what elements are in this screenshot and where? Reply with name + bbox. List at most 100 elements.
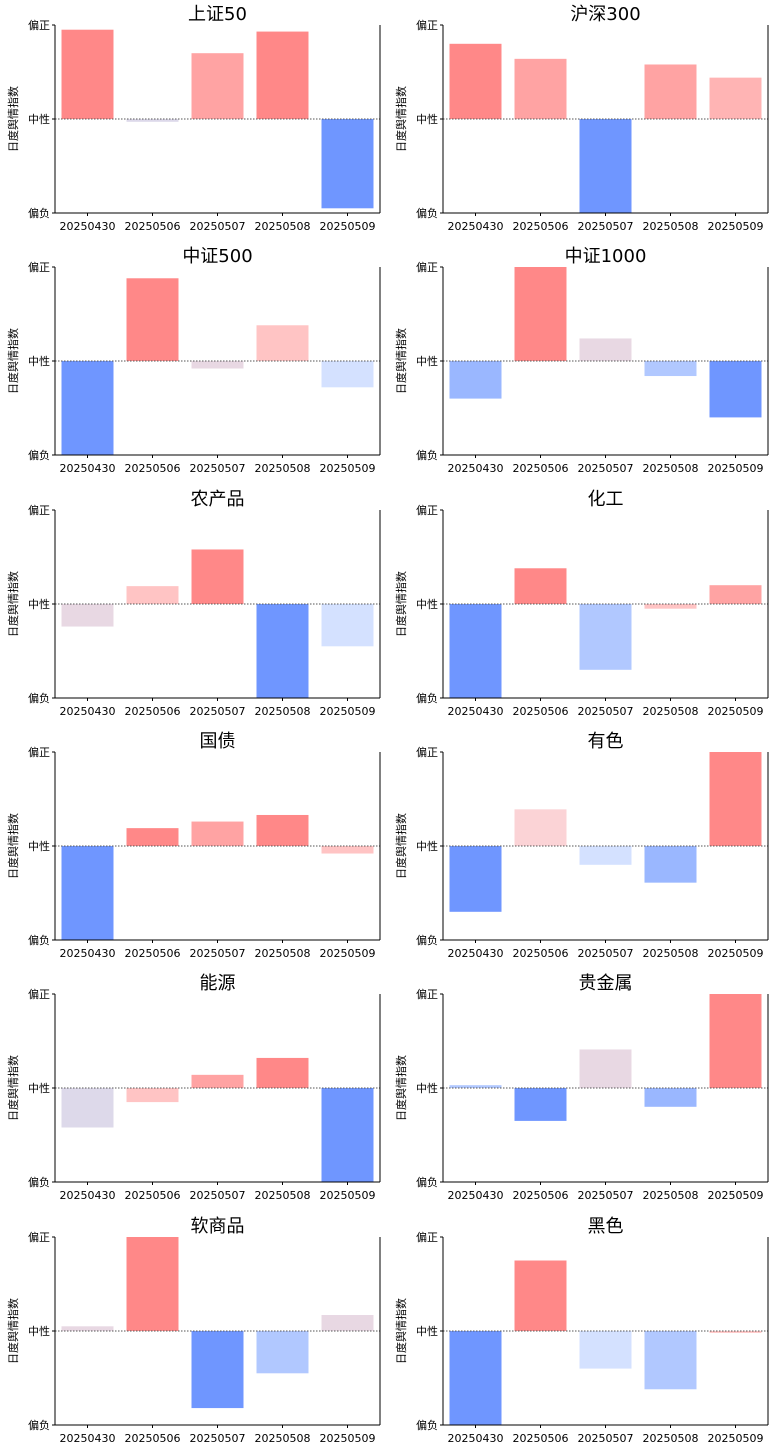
- x-tick-label: 20250509: [320, 1189, 376, 1202]
- y-tick-label: 偏正: [416, 745, 438, 759]
- bar-20250430: [449, 1330, 502, 1425]
- y-tick-label: 中性: [28, 1324, 50, 1338]
- bar-20250509: [321, 1314, 374, 1331]
- x-tick-label: 20250506: [125, 947, 181, 960]
- x-tick-label: 20250506: [125, 220, 181, 233]
- bar-20250506: [126, 585, 179, 604]
- chart-panel: 中证1000 20250430 20250506 20250507 20250508 20…: [388, 242, 775, 484]
- x-tick-label: 20250508: [643, 220, 699, 233]
- bar-20250508: [644, 603, 697, 609]
- y-tick-label: 偏负: [416, 1175, 438, 1189]
- bar-20250509: [321, 845, 374, 854]
- x-tick-label: 20250506: [125, 1189, 181, 1202]
- y-tick-label: 中性: [416, 597, 438, 611]
- chart-panel: 农产品 20250430 20250506 20250507 20250508 20250…: [0, 485, 387, 727]
- bar-20250506: [126, 278, 179, 362]
- bar-20250507: [191, 821, 244, 846]
- bar-20250506: [514, 58, 567, 119]
- x-tick-label: 20250508: [643, 705, 699, 718]
- x-tick-label: 20250430: [60, 705, 116, 718]
- bar-20250508: [644, 361, 697, 377]
- bar-20250506: [126, 1236, 179, 1331]
- bar-20250507: [191, 361, 244, 369]
- x-tick-label: 20250509: [708, 462, 764, 475]
- chart-svg: 中证1000 20250430 20250506 20250507 20250508 20…: [394, 246, 769, 475]
- y-tick-label: 偏正: [28, 745, 50, 759]
- y-axis-label: 日度舆情指数: [6, 328, 20, 394]
- y-tick-label: 中性: [28, 839, 50, 853]
- chart-title: 上证50: [188, 4, 247, 25]
- bar-20250430: [61, 29, 114, 120]
- bar-20250506: [514, 567, 567, 604]
- x-tick-label: 20250508: [255, 462, 311, 475]
- x-tick-label: 20250507: [190, 220, 246, 233]
- y-tick-label: 偏正: [416, 987, 438, 1001]
- chart-panel: 贵金属 20250430 20250506 20250507 20250508 20250…: [388, 969, 775, 1211]
- chart-title: 国债: [200, 731, 236, 752]
- bar-20250430: [449, 1085, 502, 1089]
- bar-20250509: [709, 361, 762, 418]
- bar-20250508: [256, 814, 309, 846]
- chart-title: 黑色: [588, 1216, 624, 1237]
- bar-20250508: [644, 1330, 697, 1389]
- bar-20250508: [644, 845, 697, 883]
- bar-20250430: [61, 1325, 114, 1331]
- x-tick-label: 20250507: [578, 1189, 634, 1202]
- y-tick-label: 偏正: [28, 1230, 50, 1244]
- chart-svg: 软商品 20250430 20250506 20250507 20250508 20250…: [6, 1216, 381, 1445]
- y-tick-label: 偏负: [28, 1175, 50, 1189]
- chart-title: 能源: [200, 973, 236, 994]
- x-tick-label: 20250509: [708, 1189, 764, 1202]
- chart-svg: 化工 20250430 20250506 20250507 20250508 202505…: [394, 489, 769, 718]
- bar-20250508: [256, 325, 309, 362]
- bar-20250509: [709, 994, 762, 1089]
- x-tick-label: 20250507: [190, 705, 246, 718]
- bar-20250508: [644, 1088, 697, 1107]
- bar-20250506: [514, 1260, 567, 1331]
- x-tick-label: 20250509: [320, 220, 376, 233]
- bar-20250507: [579, 1330, 632, 1369]
- y-axis-label: 日度舆情指数: [394, 328, 408, 394]
- y-tick-label: 偏负: [28, 933, 50, 947]
- y-axis-label: 日度舆情指数: [6, 571, 20, 637]
- y-axis-label: 日度舆情指数: [6, 813, 20, 879]
- chart-title: 农产品: [191, 489, 245, 510]
- chart-panel: 沪深300 20250430 20250506 20250507 20250508 202…: [388, 0, 775, 242]
- chart-title: 中证1000: [565, 246, 647, 267]
- x-tick-label: 20250508: [255, 1189, 311, 1202]
- x-tick-label: 20250509: [320, 705, 376, 718]
- x-tick-label: 20250508: [643, 462, 699, 475]
- y-tick-label: 偏负: [28, 206, 50, 220]
- bar-20250430: [61, 361, 114, 456]
- bar-20250506: [514, 809, 567, 846]
- chart-title: 有色: [588, 731, 624, 752]
- y-tick-label: 偏负: [416, 691, 438, 705]
- bar-20250508: [256, 603, 309, 698]
- chart-panel: 有色 20250430 20250506 20250507 20250508 202505…: [388, 727, 775, 969]
- bar-20250430: [449, 361, 502, 399]
- chart-title: 中证500: [182, 246, 252, 267]
- x-tick-label: 20250506: [513, 1189, 569, 1202]
- y-tick-label: 中性: [28, 354, 50, 368]
- y-axis-label: 日度舆情指数: [394, 813, 408, 879]
- x-tick-label: 20250430: [448, 1189, 504, 1202]
- y-tick-label: 偏正: [28, 18, 50, 32]
- bar-20250509: [709, 1330, 762, 1333]
- y-axis-label: 日度舆情指数: [394, 1055, 408, 1121]
- y-tick-label: 偏负: [416, 933, 438, 947]
- x-tick-label: 20250506: [513, 220, 569, 233]
- x-tick-label: 20250509: [708, 1432, 764, 1445]
- chart-svg: 上证50 20250430 20250506 20250507 20250508 2025…: [6, 4, 381, 233]
- y-tick-label: 偏负: [28, 1418, 50, 1432]
- y-tick-label: 中性: [28, 1081, 50, 1095]
- x-tick-label: 20250508: [255, 947, 311, 960]
- y-tick-label: 偏正: [416, 503, 438, 517]
- bar-20250507: [579, 1049, 632, 1089]
- y-tick-label: 偏负: [416, 206, 438, 220]
- chart-svg: 中证500 20250430 20250506 20250507 20250508 202…: [6, 246, 381, 475]
- y-axis-label: 日度舆情指数: [6, 1055, 20, 1121]
- chart-panel: 软商品 20250430 20250506 20250507 20250508 20250…: [0, 1212, 387, 1454]
- bar-20250506: [126, 828, 179, 846]
- chart-svg: 黑色 20250430 20250506 20250507 20250508 202505…: [394, 1216, 769, 1445]
